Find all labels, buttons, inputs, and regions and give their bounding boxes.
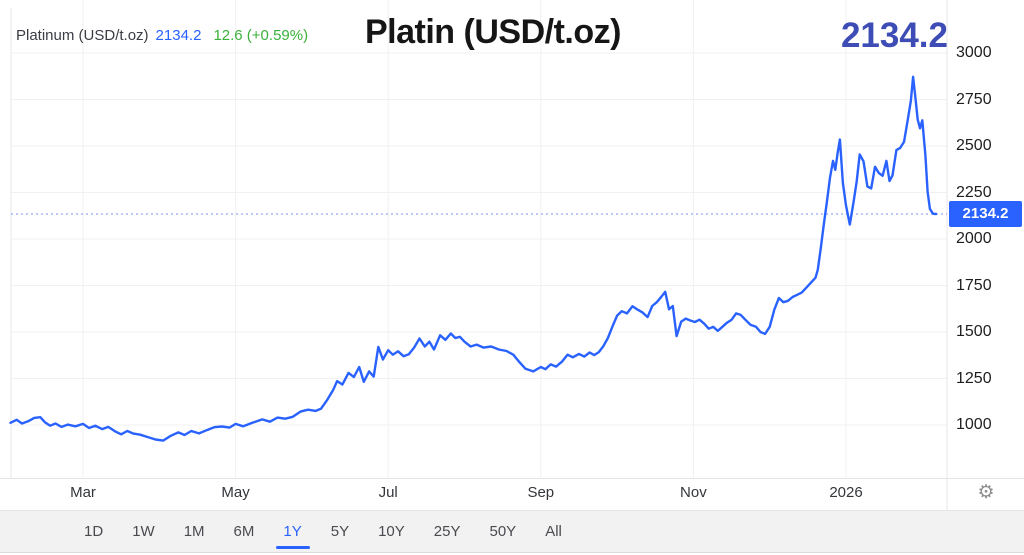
range-button-all[interactable]: All [543, 514, 564, 549]
y-axis-label: 2000 [956, 230, 992, 247]
range-button-1y[interactable]: 1Y [281, 514, 303, 549]
y-axis-label: 1000 [956, 416, 992, 433]
x-axis-label: 2026 [829, 484, 863, 501]
range-button-1d[interactable]: 1D [82, 514, 105, 549]
range-button-5y[interactable]: 5Y [329, 514, 351, 549]
settings-gear-icon[interactable]: ⚙ [977, 482, 995, 503]
range-button-25y[interactable]: 25Y [432, 514, 463, 549]
x-axis-label: Sep [527, 484, 555, 501]
legend-change: 12.6 (+0.59%) [213, 27, 309, 44]
x-axis-line [0, 478, 1024, 479]
x-axis-label: May [221, 484, 250, 501]
y-axis-label: 1750 [956, 276, 992, 294]
price-chart-plot [9, 0, 948, 510]
y-axis-label: 2500 [956, 137, 992, 154]
y-axis-label: 2250 [956, 183, 992, 201]
x-axis-label: Nov [680, 484, 707, 501]
range-button-50y[interactable]: 50Y [488, 514, 519, 549]
y-axis-label: 1500 [956, 323, 992, 340]
x-axis-label: Mar [70, 484, 96, 501]
big-current-price: 2134.2 [840, 16, 948, 55]
current-price-badge: 2134.2 [949, 201, 1022, 228]
price-line [9, 75, 938, 442]
range-button-10y[interactable]: 10Y [376, 514, 407, 549]
range-toolbar: 1D 1W 1M 6M 1Y 5Y 10Y 25Y 50Y All [0, 511, 1024, 553]
x-axis-label: Jul [378, 484, 398, 501]
y-axis-label: 2750 [956, 90, 992, 108]
y-axis-label: 1250 [956, 369, 992, 387]
y-axis-label: 3000 [956, 44, 992, 61]
range-button-6m[interactable]: 6M [232, 514, 257, 549]
legend: Platinum (USD/t.oz) 2134.2 12.6 (+0.59%) [16, 27, 308, 44]
chart-title: Platin (USD/t.oz) [365, 13, 621, 51]
legend-last-price: 2134.2 [155, 27, 202, 44]
range-button-1m[interactable]: 1M [182, 514, 207, 549]
range-button-1w[interactable]: 1W [130, 514, 157, 549]
label-band-divider [0, 510, 1024, 511]
legend-instrument-label: Platinum (USD/t.oz) [16, 27, 149, 44]
